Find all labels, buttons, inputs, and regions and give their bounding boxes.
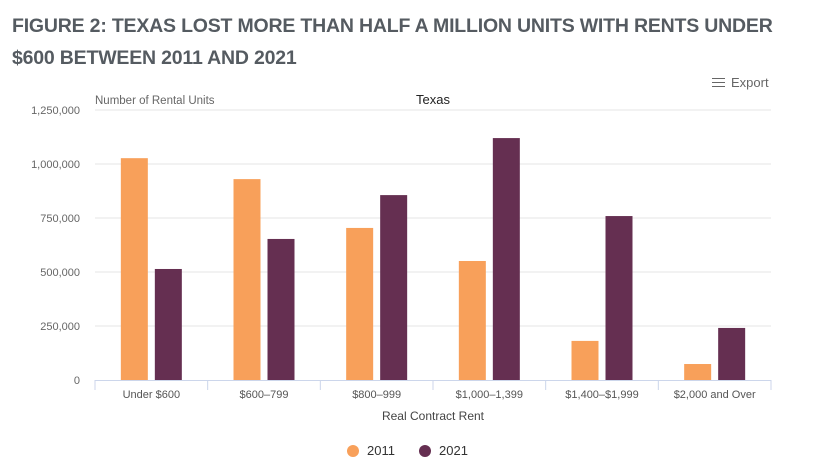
bar-2021[interactable] xyxy=(605,216,633,380)
legend-dot-2021 xyxy=(419,444,432,457)
x-tick-label: Under $600 xyxy=(123,389,181,401)
y-axis-label: Number of Rental Units xyxy=(95,95,215,107)
bars xyxy=(120,138,746,380)
chart-title: Texas xyxy=(416,92,450,107)
x-tick-label: $1,000–1,399 xyxy=(456,389,523,401)
bar-chart: 0 250,000 500,000 750,000 1,000,000 1,250,000… xyxy=(31,92,772,423)
x-axis: Under $600 $600–799 $800–999 $1,000–1,399 $1… xyxy=(94,380,772,401)
y-tick-label: 0 xyxy=(74,375,80,387)
gridlines xyxy=(95,109,771,327)
legend-item-2021[interactable]: 2021 xyxy=(419,443,468,458)
y-tick-label: 1,000,000 xyxy=(31,159,80,171)
y-tick-label: 250,000 xyxy=(40,321,80,333)
x-tick-label: $1,400–$1,999 xyxy=(565,389,638,401)
figure-title: FIGURE 2: TEXAS LOST MORE THAN HALF A MI… xyxy=(12,15,773,69)
bar-2011[interactable] xyxy=(684,364,712,380)
bar-2021[interactable] xyxy=(267,238,295,380)
bar-2021[interactable] xyxy=(154,268,182,380)
y-tick-label: 750,000 xyxy=(40,213,80,225)
bar-2021[interactable] xyxy=(492,138,520,380)
x-tick-label: $800–999 xyxy=(352,389,401,401)
bar-2021[interactable] xyxy=(380,195,408,380)
legend-label-2011: 2011 xyxy=(367,443,396,458)
bar-2011[interactable] xyxy=(120,158,148,380)
x-tick-label: $2,000 and Over xyxy=(674,389,756,401)
y-tick-label: 500,000 xyxy=(40,267,80,279)
bar-2011[interactable] xyxy=(233,179,261,380)
hamburger-menu-icon xyxy=(712,77,725,88)
bar-2011[interactable] xyxy=(346,227,374,380)
y-tick-label: 1,250,000 xyxy=(31,105,80,117)
legend-dot-2011 xyxy=(347,444,360,457)
bar-2021[interactable] xyxy=(718,327,746,380)
y-axis-ticks: 0 250,000 500,000 750,000 1,000,000 1,250,000 xyxy=(31,105,80,387)
x-axis-label: Real Contract Rent xyxy=(382,409,485,423)
export-label: Export xyxy=(731,75,769,90)
bar-2011[interactable] xyxy=(571,340,599,380)
legend-label-2021: 2021 xyxy=(439,443,468,458)
legend-item-2011[interactable]: 2011 xyxy=(347,443,395,458)
export-button[interactable]: Export xyxy=(712,75,769,90)
bar-2011[interactable] xyxy=(458,260,486,380)
legend: 2011 2021 xyxy=(0,443,815,458)
x-tick-label: $600–799 xyxy=(240,389,289,401)
